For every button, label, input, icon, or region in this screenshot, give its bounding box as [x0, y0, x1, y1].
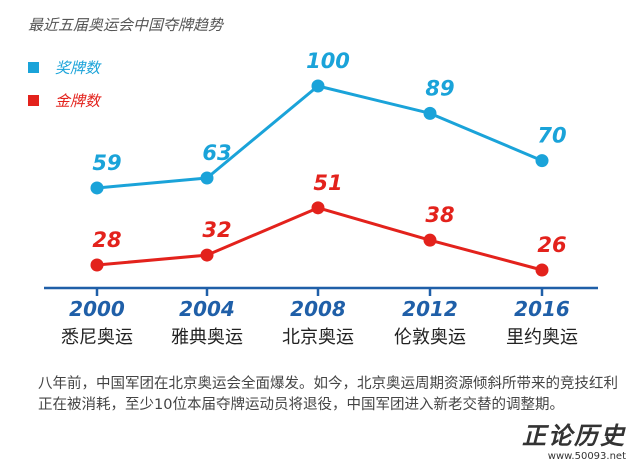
data-label-1-0: 28: [92, 228, 121, 252]
data-label-1-2: 51: [313, 171, 342, 195]
chart-title: 最近五届奥运会中国夺牌趋势: [28, 16, 224, 34]
data-label-0-0: 59: [92, 151, 121, 175]
data-label-0-2: 100: [306, 49, 350, 73]
data-point-0-0: [90, 181, 104, 195]
data-point-1-4: [535, 263, 549, 277]
data-label-0-3: 89: [425, 76, 454, 100]
x-tick-games-4: 里约奥运: [506, 327, 578, 348]
data-point-1-3: [423, 233, 437, 247]
watermark-url: www.50093.net: [547, 451, 626, 462]
data-label-1-1: 32: [202, 218, 231, 242]
legend-item-golds: 金牌数: [28, 91, 101, 110]
x-tick-year-2004: 2004: [179, 297, 235, 321]
data-point-0-1: [200, 171, 214, 185]
x-tick-year-2000: 2000: [69, 297, 125, 321]
series-line-1: [96, 206, 543, 272]
data-label-0-1: 63: [202, 141, 231, 165]
data-point-0-2: [311, 79, 325, 93]
data-label-1-3: 38: [425, 203, 454, 227]
x-tick-games-3: 伦敦奥运: [394, 327, 466, 348]
data-point-1-1: [200, 248, 214, 262]
data-label-1-4: 26: [537, 233, 566, 257]
watermark: 正论历史 www.50093.net: [522, 416, 626, 462]
data-point-0-3: [423, 106, 437, 120]
x-tick-year-2008: 2008: [290, 297, 346, 321]
legend-swatch-golds: [28, 94, 39, 106]
data-label-0-4: 70: [537, 124, 566, 148]
line-chart: 2000 悉尼奥运 2004 雅典奥运 2008 北京奥运 2012 伦敦奥运 2016 里约奥运…: [44, 49, 598, 348]
x-tick-games-1: 雅典奥运: [171, 327, 243, 348]
x-tick-games-2: 北京奥运: [282, 327, 354, 348]
legend-swatch-medals: [28, 61, 39, 73]
caption-text: 八年前，中国军团在北京奥运会全面爆发。如今，北京奥运周期资源倾斜所带来的竞技红利…: [38, 376, 618, 413]
data-point-0-4: [535, 154, 549, 168]
legend-label-golds: 金牌数: [55, 91, 101, 110]
x-tick-year-2016: 2016: [514, 297, 570, 321]
watermark-logo: 正论历史: [522, 421, 626, 450]
data-point-1-0: [90, 258, 104, 272]
x-tick-games-0: 悉尼奥运: [61, 327, 133, 348]
legend-item-medals: 奖牌数: [28, 58, 101, 77]
data-point-1-2: [311, 201, 325, 215]
x-tick-year-2012: 2012: [402, 297, 458, 321]
legend-label-medals: 奖牌数: [55, 58, 101, 77]
